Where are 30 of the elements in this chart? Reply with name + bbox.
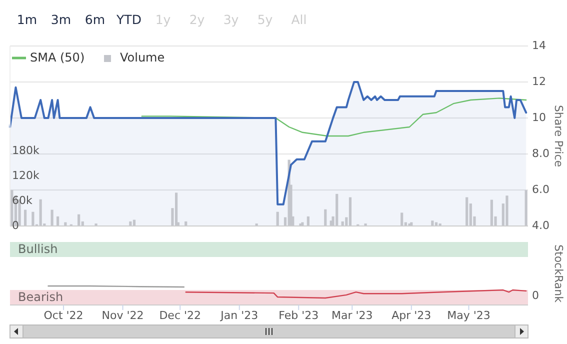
y2-tick-label: 60k [12,194,33,208]
y2-tick-label: 0 [12,219,19,232]
text: 1m [16,12,38,27]
x-tick-label: May '23 [447,309,490,322]
y2-tick-label: 180k [12,144,40,158]
y-tick-label: 12 [532,75,546,88]
y-tick-label: 4.0 [532,219,550,232]
x-tick-label: Jan '23 [220,309,258,322]
text: YTD [116,12,142,27]
x-tick-label: Apr '23 [392,309,432,322]
x-tick-label: Dec '22 [159,309,202,322]
y-tick-label: 14 [532,39,546,52]
x-tick-label: Feb '23 [278,309,319,322]
band-label: Bullish [18,242,58,256]
y-tick-label: 6.0 [532,183,550,196]
y-axis-title: StockRank [552,244,565,304]
y-tick-label: 10 [532,111,546,124]
band-label: Bearish [18,290,64,304]
x-tick-label: Mar '23 [332,309,373,322]
x-tick-label: Nov '22 [102,309,144,322]
text: 3m [50,12,72,27]
line-series [141,98,527,137]
x-tick-label: Oct '22 [44,309,84,322]
y-tick-label: 8.0 [532,147,550,160]
y-axis-title: Share Price [552,104,565,168]
text: 0 [532,289,539,302]
text: 6m [84,12,106,27]
legend-label: Volume [120,50,165,64]
y2-tick-label: 120k [12,169,40,182]
legend-label: SMA (50) [30,50,85,64]
